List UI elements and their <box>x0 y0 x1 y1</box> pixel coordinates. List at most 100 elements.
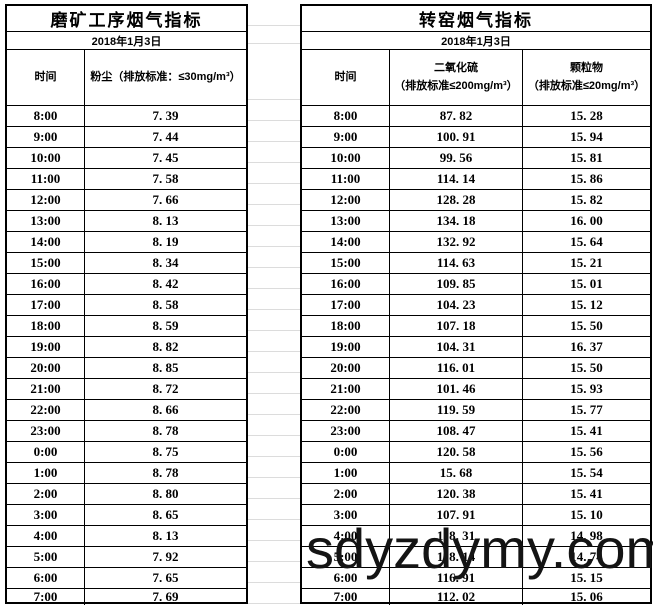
table-body: 8:00 87. 82 15. 28 9:00 100. 91 15. 94 10:00 99… <box>302 106 650 605</box>
table-row: 11:00 114. 14 15. 86 <box>302 169 650 190</box>
so2-value-cell: 109. 85 <box>390 274 523 294</box>
table-row: 5:00 118. 14 14. 74 <box>302 547 650 568</box>
table-row: 10:00 99. 56 15. 81 <box>302 148 650 169</box>
time-cell: 10:00 <box>302 148 390 168</box>
dust-value-cell: 8. 80 <box>152 486 179 501</box>
gridline-segment <box>248 44 300 100</box>
col-header-time: 时间 <box>7 50 85 105</box>
table-title: 磨矿工序烟气指标 <box>7 6 246 32</box>
time-cell: 16:00 <box>7 274 85 294</box>
dust-value-cell: 7. 66 <box>152 192 179 207</box>
so2-name: 二氧化硫 <box>434 61 478 74</box>
so2-value-cell: 134. 18 <box>390 211 523 231</box>
col-header-dust: 粉尘（排放标准：≤30mg/m³） <box>90 70 241 83</box>
table-row: 11:00 7. 58 <box>7 169 246 190</box>
so2-value-cell: 15. 68 <box>390 463 523 483</box>
so2-value-cell: 116. 91 <box>390 568 523 588</box>
time-cell: 23:00 <box>302 421 390 441</box>
so2-value-cell: 118. 14 <box>390 547 523 567</box>
gridline-segment <box>248 331 300 352</box>
so2-value-cell: 132. 92 <box>390 232 523 252</box>
dust-value-cell: 8. 59 <box>152 318 179 333</box>
pm-value-cell: 16. 37 <box>570 339 603 354</box>
header-row: 时间 二氧化硫 （排放标准≤200mg/m³） 颗粒物 （排放标准≤20mg/m… <box>302 50 650 106</box>
table-row: 21:00 101. 46 15. 93 <box>302 379 650 400</box>
table-row: 2:00 8. 80 <box>7 484 246 505</box>
time-cell: 15:00 <box>302 253 390 273</box>
so2-value-cell: 116. 01 <box>390 358 523 378</box>
gridline-segment <box>248 205 300 226</box>
time-cell: 3:00 <box>7 505 85 525</box>
dust-value-cell: 7. 58 <box>152 171 179 186</box>
gridline-segment <box>248 289 300 310</box>
table-row: 15:00 114. 63 15. 21 <box>302 253 650 274</box>
table-row: 1:00 8. 78 <box>7 463 246 484</box>
so2-value-cell: 118. 31 <box>390 526 523 546</box>
so2-value-cell: 119. 59 <box>390 400 523 420</box>
table-row: 12:00 128. 28 15. 82 <box>302 190 650 211</box>
time-cell: 0:00 <box>7 442 85 462</box>
gridline-segment <box>248 4 300 26</box>
grinding-flue-gas-table: 磨矿工序烟气指标 2018年1月3日 时间 粉尘（排放标准：≤30mg/m³） … <box>5 4 248 605</box>
dust-value-cell: 8. 72 <box>152 381 179 396</box>
table-row: 12:00 7. 66 <box>7 190 246 211</box>
gridline-segment <box>248 520 300 541</box>
table-row: 16:00 8. 42 <box>7 274 246 295</box>
time-cell: 2:00 <box>7 484 85 504</box>
gridline-segment <box>248 26 300 44</box>
pm-value-cell: 15. 10 <box>570 507 603 522</box>
gridline-segment <box>248 352 300 373</box>
table-date: 2018年1月3日 <box>302 32 650 50</box>
table-row: 3:00 107. 91 15. 10 <box>302 505 650 526</box>
time-cell: 14:00 <box>302 232 390 252</box>
time-cell: 9:00 <box>7 127 85 147</box>
table-row: 7:00 112. 02 15. 06 <box>302 589 650 605</box>
gridline-segment <box>248 373 300 394</box>
pm-value-cell: 15. 86 <box>570 171 603 186</box>
col-header-time: 时间 <box>302 50 390 105</box>
dust-value-cell: 8. 13 <box>152 213 179 228</box>
table-row: 4:00 8. 13 <box>7 526 246 547</box>
table-row: 23:00 108. 47 15. 41 <box>302 421 650 442</box>
pm-value-cell: 15. 54 <box>570 465 603 480</box>
time-cell: 7:00 <box>7 589 85 605</box>
so2-value-cell: 114. 63 <box>390 253 523 273</box>
table-row: 6:00 116. 91 15. 15 <box>302 568 650 589</box>
table-row: 9:00 7. 44 <box>7 127 246 148</box>
dust-value-cell: 8. 82 <box>152 339 179 354</box>
time-cell: 16:00 <box>302 274 390 294</box>
dust-value-cell: 7. 39 <box>152 108 179 123</box>
pm-value-cell: 16. 00 <box>570 213 603 228</box>
pm-value-cell: 15. 21 <box>570 255 603 270</box>
time-cell: 18:00 <box>302 316 390 336</box>
col-header-so2: 二氧化硫 （排放标准≤200mg/m³） <box>390 50 523 105</box>
so2-value-cell: 128. 28 <box>390 190 523 210</box>
so2-value-cell: 107. 18 <box>390 316 523 336</box>
gridline-segment <box>248 415 300 436</box>
dust-value-cell: 8. 42 <box>152 276 179 291</box>
dust-value-cell: 7. 65 <box>152 570 179 585</box>
dust-value-cell: 8. 75 <box>152 444 179 459</box>
table-row: 8:00 87. 82 15. 28 <box>302 106 650 127</box>
table-body: 8:00 7. 39 9:00 7. 44 10:00 7. 45 11:00 7. 58 12… <box>7 106 246 605</box>
time-cell: 22:00 <box>7 400 85 420</box>
header-row: 时间 粉尘（排放标准：≤30mg/m³） <box>7 50 246 106</box>
pm-value-cell: 15. 82 <box>570 192 603 207</box>
so2-value-cell: 120. 38 <box>390 484 523 504</box>
pm-value-cell: 15. 06 <box>570 589 603 604</box>
table-row: 20:00 8. 85 <box>7 358 246 379</box>
time-cell: 19:00 <box>7 337 85 357</box>
time-cell: 23:00 <box>7 421 85 441</box>
pm-value-cell: 15. 50 <box>570 318 603 333</box>
table-row: 17:00 104. 23 15. 12 <box>302 295 650 316</box>
time-cell: 12:00 <box>302 190 390 210</box>
gridline-segment <box>248 457 300 478</box>
gridline-segment <box>248 562 300 583</box>
so2-value-cell: 114. 14 <box>390 169 523 189</box>
time-cell: 7:00 <box>302 589 390 605</box>
so2-value-cell: 120. 58 <box>390 442 523 462</box>
table-row: 23:00 8. 78 <box>7 421 246 442</box>
time-cell: 22:00 <box>302 400 390 420</box>
gridline-segment <box>248 268 300 289</box>
time-cell: 8:00 <box>7 106 85 126</box>
